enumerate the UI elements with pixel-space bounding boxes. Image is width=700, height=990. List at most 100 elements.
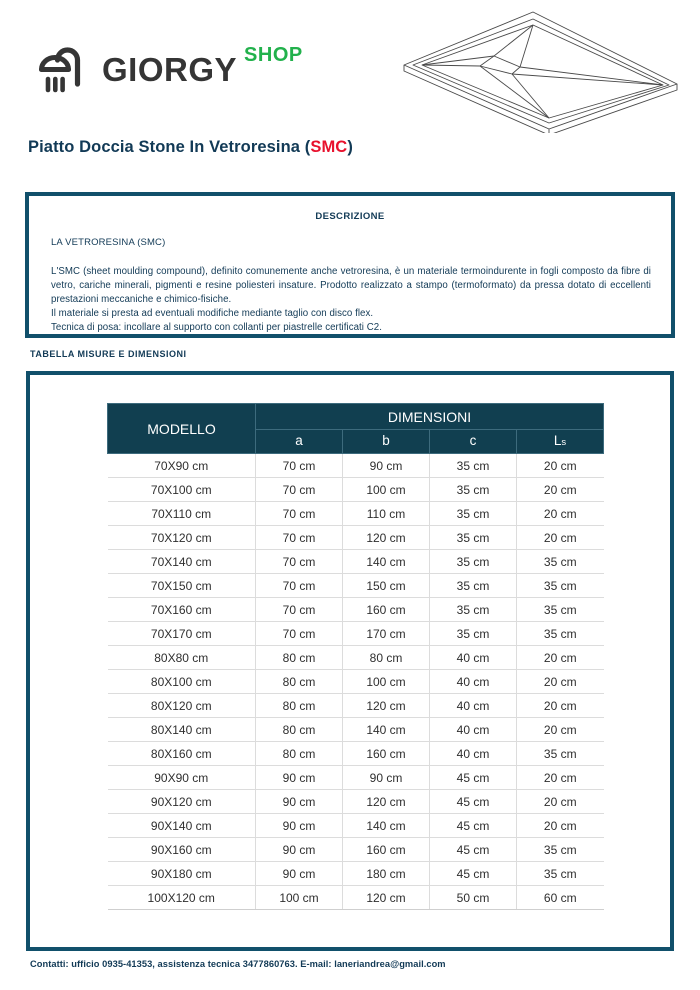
cell-modello: 70X150 cm: [107, 573, 256, 598]
page-header: GIORGY SHOP: [0, 0, 700, 136]
cell-b: 120 cm: [342, 789, 430, 814]
table-row: 70X90 cm 70 cm 90 cm 35 cm 20 cm: [107, 453, 604, 478]
cell-modello: 90X90 cm: [107, 765, 256, 790]
table-row: 80X100 cm 80 cm 100 cm 40 cm 20 cm: [107, 669, 604, 694]
cell-b: 160 cm: [342, 741, 430, 766]
cell-modello: 80X160 cm: [107, 741, 256, 766]
description-panel: DESCRIZIONE LA VETRORESINA (SMC) L'SMC (…: [25, 192, 675, 338]
cell-modello: 70X120 cm: [107, 525, 256, 550]
cell-modello: 80X140 cm: [107, 717, 256, 742]
cell-a: 80 cm: [255, 693, 343, 718]
measures-table-body: 70X90 cm 70 cm 90 cm 35 cm 20 cm 70X100 cm 70 …: [107, 453, 604, 910]
cell-ls: 35 cm: [516, 837, 604, 862]
table-row: 70X160 cm 70 cm 160 cm 35 cm 35 cm: [107, 597, 604, 622]
cell-c: 40 cm: [429, 717, 517, 742]
cell-a: 90 cm: [255, 765, 343, 790]
description-body: L'SMC (sheet moulding compound), definit…: [51, 266, 651, 306]
cell-a: 90 cm: [255, 813, 343, 838]
shower-head-icon: [36, 38, 92, 100]
cell-b: 180 cm: [342, 861, 430, 886]
cell-c: 35 cm: [429, 525, 517, 550]
column-header-a: a: [255, 429, 343, 454]
cell-a: 70 cm: [255, 621, 343, 646]
cell-modello: 100X120 cm: [107, 885, 256, 910]
cell-modello: 90X180 cm: [107, 861, 256, 886]
cell-a: 90 cm: [255, 789, 343, 814]
table-row: 90X90 cm 90 cm 90 cm 45 cm 20 cm: [107, 765, 604, 790]
cell-b: 80 cm: [342, 645, 430, 670]
cell-modello: 70X100 cm: [107, 477, 256, 502]
table-frame: MODELLO DIMENSIONI a b c Ls 70X90 cm 70 c…: [26, 371, 674, 951]
table-row: 90X160 cm 90 cm 160 cm 45 cm 35 cm: [107, 837, 604, 862]
cell-modello: 80X120 cm: [107, 693, 256, 718]
cell-b: 170 cm: [342, 621, 430, 646]
cell-modello: 80X100 cm: [107, 669, 256, 694]
cell-ls: 20 cm: [516, 453, 604, 478]
cell-c: 35 cm: [429, 501, 517, 526]
cell-c: 45 cm: [429, 813, 517, 838]
description-line-2: Il materiale si presta ad eventuali modi…: [51, 308, 374, 320]
table-section-label: TABELLA MISURE E DIMENSIONI: [30, 349, 187, 359]
cell-ls: 20 cm: [516, 789, 604, 814]
cell-a: 90 cm: [255, 837, 343, 862]
description-subheading: LA VETRORESINA (SMC): [51, 237, 166, 248]
cell-b: 100 cm: [342, 477, 430, 502]
cell-ls: 60 cm: [516, 885, 604, 910]
cell-ls: 35 cm: [516, 861, 604, 886]
cell-a: 70 cm: [255, 573, 343, 598]
cell-a: 70 cm: [255, 525, 343, 550]
cell-b: 100 cm: [342, 669, 430, 694]
cell-c: 45 cm: [429, 837, 517, 862]
table-row: 100X120 cm 100 cm 120 cm 50 cm 60 cm: [107, 885, 604, 910]
cell-a: 80 cm: [255, 645, 343, 670]
cell-b: 120 cm: [342, 525, 430, 550]
cell-ls: 35 cm: [516, 549, 604, 574]
cell-a: 90 cm: [255, 861, 343, 886]
cell-a: 70 cm: [255, 597, 343, 622]
cell-ls: 20 cm: [516, 669, 604, 694]
cell-b: 140 cm: [342, 549, 430, 574]
page-title-prefix: Piatto Doccia Stone In Vetroresina (: [28, 138, 311, 156]
table-row: 90X140 cm 90 cm 140 cm 45 cm 20 cm: [107, 813, 604, 838]
cell-ls: 35 cm: [516, 741, 604, 766]
table-row: 70X140 cm 70 cm 140 cm 35 cm 35 cm: [107, 549, 604, 574]
column-header-ls: Ls: [516, 429, 604, 454]
cell-c: 35 cm: [429, 597, 517, 622]
table-row: 70X100 cm 70 cm 100 cm 35 cm 20 cm: [107, 477, 604, 502]
cell-modello: 70X160 cm: [107, 597, 256, 622]
cell-modello: 90X160 cm: [107, 837, 256, 862]
cell-ls: 20 cm: [516, 501, 604, 526]
column-header-dimensioni: DIMENSIONI: [255, 403, 604, 430]
cell-modello: 70X110 cm: [107, 501, 256, 526]
cell-c: 35 cm: [429, 549, 517, 574]
cell-ls: 35 cm: [516, 621, 604, 646]
table-row: 70X110 cm 70 cm 110 cm 35 cm 20 cm: [107, 501, 604, 526]
cell-c: 45 cm: [429, 861, 517, 886]
column-header-c: c: [429, 429, 517, 454]
brand-logo: GIORGY SHOP: [36, 38, 303, 100]
page-title: Piatto Doccia Stone In Vetroresina (SMC): [28, 138, 353, 157]
cell-b: 120 cm: [342, 693, 430, 718]
cell-modello: 90X140 cm: [107, 813, 256, 838]
brand-suffix: SHOP: [244, 44, 303, 66]
shower-tray-isometric-drawing: [398, 8, 684, 136]
cell-modello: 90X120 cm: [107, 789, 256, 814]
cell-c: 35 cm: [429, 477, 517, 502]
measures-table: MODELLO DIMENSIONI a b c Ls 70X90 cm 70 c…: [107, 403, 604, 910]
cell-c: 40 cm: [429, 741, 517, 766]
cell-b: 110 cm: [342, 501, 430, 526]
column-header-b: b: [342, 429, 430, 454]
cell-modello: 70X90 cm: [107, 453, 256, 478]
cell-ls: 35 cm: [516, 573, 604, 598]
column-header-ls-sub: s: [561, 437, 567, 448]
cell-modello: 70X170 cm: [107, 621, 256, 646]
cell-a: 80 cm: [255, 741, 343, 766]
cell-ls: 20 cm: [516, 477, 604, 502]
cell-b: 160 cm: [342, 597, 430, 622]
table-row: 70X120 cm 70 cm 120 cm 35 cm 20 cm: [107, 525, 604, 550]
cell-a: 100 cm: [255, 885, 343, 910]
description-heading: DESCRIZIONE: [315, 211, 385, 222]
cell-a: 70 cm: [255, 501, 343, 526]
cell-b: 150 cm: [342, 573, 430, 598]
table-row: 70X170 cm 70 cm 170 cm 35 cm 35 cm: [107, 621, 604, 646]
